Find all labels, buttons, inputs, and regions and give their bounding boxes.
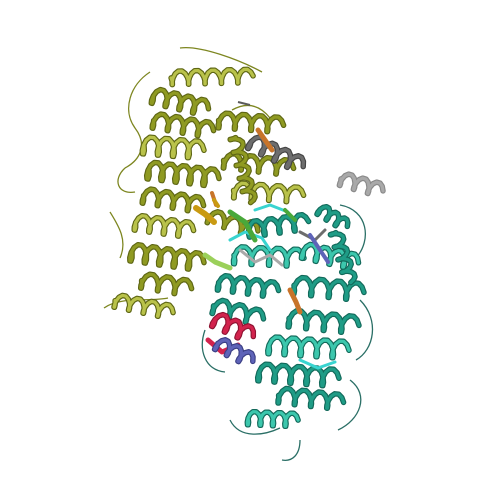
coil-loops-upper-chain	[103, 46, 271, 309]
helix-lower-4	[298, 241, 362, 271]
coil-loops-lower-chain	[201, 204, 374, 461]
helix-upper-1	[148, 86, 212, 116]
helix-ribbon	[286, 309, 361, 334]
helix-ribbon	[245, 410, 300, 428]
orange-segment	[255, 127, 275, 153]
helix-ribbon	[149, 88, 211, 115]
gray-helix	[244, 134, 307, 171]
helix-lower-5	[290, 274, 367, 302]
helix-ribbon	[247, 213, 311, 239]
helix-lower-10	[244, 408, 301, 430]
helix-ribbon	[299, 242, 361, 269]
coil-loop	[237, 101, 251, 106]
helix-ribbon	[228, 136, 257, 205]
helix-ribbon	[215, 274, 281, 298]
helix-ribbon	[132, 214, 196, 238]
helix-ribbon	[213, 338, 255, 364]
helix-ribbon	[232, 181, 306, 204]
helix-ribbon	[112, 293, 175, 318]
helix-ribbon	[246, 135, 305, 169]
helix-upper-8	[137, 271, 195, 297]
cyan-loop	[253, 203, 290, 214]
helix-ribbon	[266, 335, 351, 360]
helix-lower-6	[285, 307, 362, 335]
helix-ribbon	[140, 187, 206, 213]
helix-upper-10	[215, 110, 287, 135]
green-segment	[227, 209, 258, 243]
colored-accent-segments	[193, 127, 386, 365]
helix-upper-14	[227, 134, 258, 206]
helix-ribbon	[210, 298, 266, 324]
helix-lower-3	[209, 297, 267, 325]
helix-ribbon	[169, 67, 255, 87]
helix-lower-7	[265, 334, 352, 361]
helix-lower-12	[327, 229, 358, 286]
helix-ribbon	[328, 231, 357, 285]
helix-ribbon	[128, 243, 206, 271]
coil-loop	[355, 299, 374, 361]
helix-ribbon	[315, 205, 350, 228]
cyan-loop	[298, 358, 337, 370]
helix-ribbon	[216, 111, 286, 134]
orange-segment	[287, 287, 303, 315]
helix-ribbon	[140, 135, 206, 160]
helix-upper-11	[220, 150, 297, 177]
coil-loop	[231, 104, 271, 119]
gray-helix-top-right	[336, 171, 386, 197]
gold-segment	[212, 198, 220, 208]
helix-ribbon	[337, 172, 385, 196]
helix-upper-2	[149, 111, 217, 139]
green-segment	[283, 208, 297, 222]
helix-lower-11	[314, 203, 351, 230]
coil-loop	[109, 211, 124, 259]
helix-upper-4	[143, 159, 222, 189]
helix-upper-7	[127, 241, 207, 272]
purple-segment	[308, 233, 330, 264]
helix-upper-12	[230, 180, 307, 205]
coil-loop	[339, 204, 366, 259]
helix-lower-8	[254, 361, 342, 389]
gray-coil	[238, 248, 284, 267]
helix-ribbon	[150, 112, 216, 138]
red-helix	[208, 311, 257, 341]
coil-loop	[337, 379, 362, 431]
coil-loop	[179, 46, 263, 73]
helix-ribbon	[139, 272, 194, 296]
coil-loop	[281, 439, 301, 461]
helix-lower-9	[275, 385, 347, 412]
helix-ribbon	[256, 362, 341, 388]
coil-loop	[229, 419, 281, 435]
gold-segment	[193, 205, 217, 225]
helix-upper-6	[131, 212, 197, 239]
helix-ribbon	[221, 152, 296, 176]
coil-loop	[117, 167, 136, 193]
coil-loop	[124, 71, 151, 169]
helix-ribbon	[276, 386, 346, 410]
helix-ribbon	[210, 313, 255, 340]
helix-lower-2	[214, 272, 282, 299]
coil-loop	[201, 329, 226, 373]
helix-ribbon	[291, 276, 366, 301]
helix-domain-upper-chain	[111, 66, 307, 320]
helix-upper-3	[139, 134, 207, 161]
helix-upper-5	[139, 186, 207, 214]
helix-ribbon	[145, 160, 221, 187]
helix-upper-9	[111, 292, 176, 320]
helix-domain-lower-chain	[209, 203, 367, 430]
helix-lower-0	[245, 211, 312, 240]
helix-upper-0	[168, 66, 256, 88]
purple-helix	[211, 337, 256, 365]
green-segment	[202, 252, 233, 271]
